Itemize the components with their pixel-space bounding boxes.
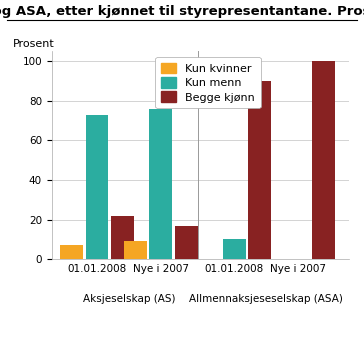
Legend: Kun kvinner, Kun menn, Begge kjønn: Kun kvinner, Kun menn, Begge kjønn — [155, 57, 261, 108]
Text: Prosent: Prosent — [13, 39, 55, 49]
Bar — [175, 225, 198, 259]
Bar — [86, 115, 108, 259]
Bar — [111, 216, 134, 259]
Text: Aksjeselskap (AS): Aksjeselskap (AS) — [83, 294, 175, 303]
Text: Allmennaksjeseselskap (ASA): Allmennaksjeseselskap (ASA) — [189, 294, 343, 303]
Text: AS og ASA, etter kjønnet til styrepresentantane. Prosent: AS og ASA, etter kjønnet til styrepresen… — [0, 5, 364, 19]
Bar — [248, 81, 271, 259]
Bar — [223, 240, 246, 259]
Bar — [312, 61, 335, 259]
Bar — [124, 241, 147, 259]
Bar — [149, 109, 172, 259]
Bar — [60, 245, 83, 259]
